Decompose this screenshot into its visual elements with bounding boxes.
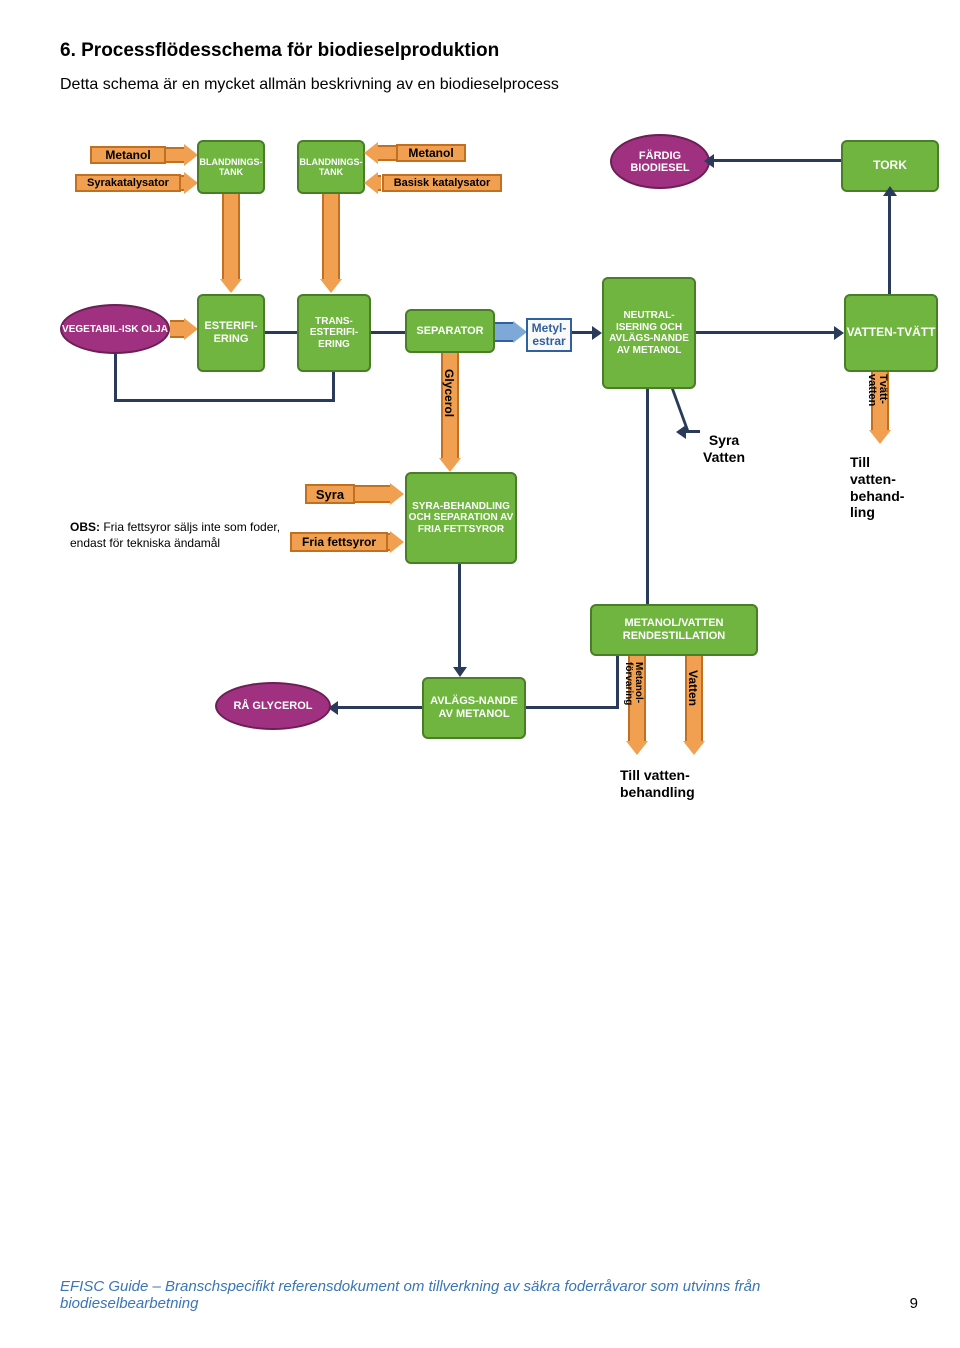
page-number: 9 (910, 1295, 918, 1312)
ellipse-ragly: RÅ GLYCEROL (215, 682, 331, 730)
line-avlag-ragly (336, 706, 422, 709)
line-syrabeh-down (458, 564, 461, 669)
line-avlag-up (616, 656, 619, 709)
flowchart: Metanol Syrakatalysator BLANDNINGS-TANK … (60, 134, 940, 894)
label-metanol2: Metanol (396, 144, 466, 162)
line-veg-across (114, 399, 332, 402)
intro-text: Detta schema är en mycket allmän beskriv… (60, 76, 900, 94)
line-tork-fardig (710, 159, 841, 162)
label-syra: Syra (305, 484, 355, 504)
arrowhead-neutral (592, 326, 602, 340)
arrow-syrakat (181, 175, 184, 191)
label-metfor: Metanol-förvaring (623, 662, 643, 705)
arrowhead-fardig (704, 154, 714, 168)
arrow-veg (170, 320, 184, 338)
obs-note: OBS: Fria fettsyror säljs inte som foder… (70, 520, 285, 551)
label-syrakat: Syrakatalysator (75, 174, 181, 192)
label-vatten2: Vatten (686, 670, 700, 706)
arrow-metanol1 (166, 147, 184, 163)
line-trans-sep (371, 331, 405, 334)
arrowhead-avlag (453, 667, 467, 677)
ellipse-veg: VEGETABIL-ISK OLJA (60, 304, 170, 354)
ellipse-fardig: FÄRDIG BIODIESEL (610, 134, 710, 189)
label-metanol1: Metanol (90, 146, 166, 164)
line-metyl-neutral (572, 331, 594, 334)
arrow-bland2-down (322, 194, 340, 279)
label-metyl: Metyl-estrar (526, 318, 572, 352)
footer-text: EFISC Guide – Branschspecifikt referensd… (60, 1278, 900, 1312)
box-neutral: NEUTRAL-ISERING OCH AVLÄGS-NANDE AV META… (602, 277, 696, 389)
box-sep: SEPARATOR (405, 309, 495, 353)
line-vatten-tork (888, 192, 891, 294)
label-tvattv: Tvätt-vatten (866, 374, 888, 406)
section-heading: 6. Processflödesschema för biodieselprod… (60, 40, 900, 62)
arrow-syra (355, 485, 390, 503)
box-vatten: VATTEN-TVÄTT (844, 294, 938, 372)
box-bland2: BLANDNINGS-TANK (297, 140, 365, 194)
box-tork: TORK (841, 140, 939, 192)
box-syrabeh: SYRA-BEHANDLING OCH SEPARATION AV FRIA F… (405, 472, 517, 564)
label-tillvb: Tillvatten-behand-ling (850, 454, 904, 521)
line-veg-up (332, 372, 335, 402)
box-avlag: AVLÄGS-NANDE AV METANOL (422, 677, 526, 739)
label-syravat: SyraVatten (703, 432, 745, 466)
arrowhead-tork (883, 186, 897, 196)
label-basisk: Basisk katalysator (382, 174, 502, 192)
box-metvat: METANOL/VATTEN RENDESTILLATION (590, 604, 758, 656)
label-glycerol: Glycerol (442, 369, 456, 417)
arrow-friaf (388, 533, 390, 551)
arrow-bland1-down (222, 194, 240, 279)
label-friaf: Fria fettsyror (290, 532, 388, 552)
line-avlag-right (526, 706, 618, 709)
line-neutral-vatten (696, 331, 836, 334)
obs-text: Fria fettsyror säljs inte som foder, end… (70, 520, 280, 550)
line-veg-down (114, 354, 117, 402)
box-trans: TRANS-ESTERIFI-ERING (297, 294, 371, 372)
line-ester-trans (265, 331, 297, 334)
label-tillvb2: Till vatten-behandling (620, 767, 695, 801)
box-ester: ESTERIFI-ERING (197, 294, 265, 372)
line-neutral-down (646, 389, 649, 604)
box-bland1: BLANDNINGS-TANK (197, 140, 265, 194)
arrow-basisk (378, 175, 381, 191)
arrow-metyl (495, 322, 513, 342)
arrowhead-vatten (834, 326, 844, 340)
arrow-metanol2 (378, 145, 396, 161)
